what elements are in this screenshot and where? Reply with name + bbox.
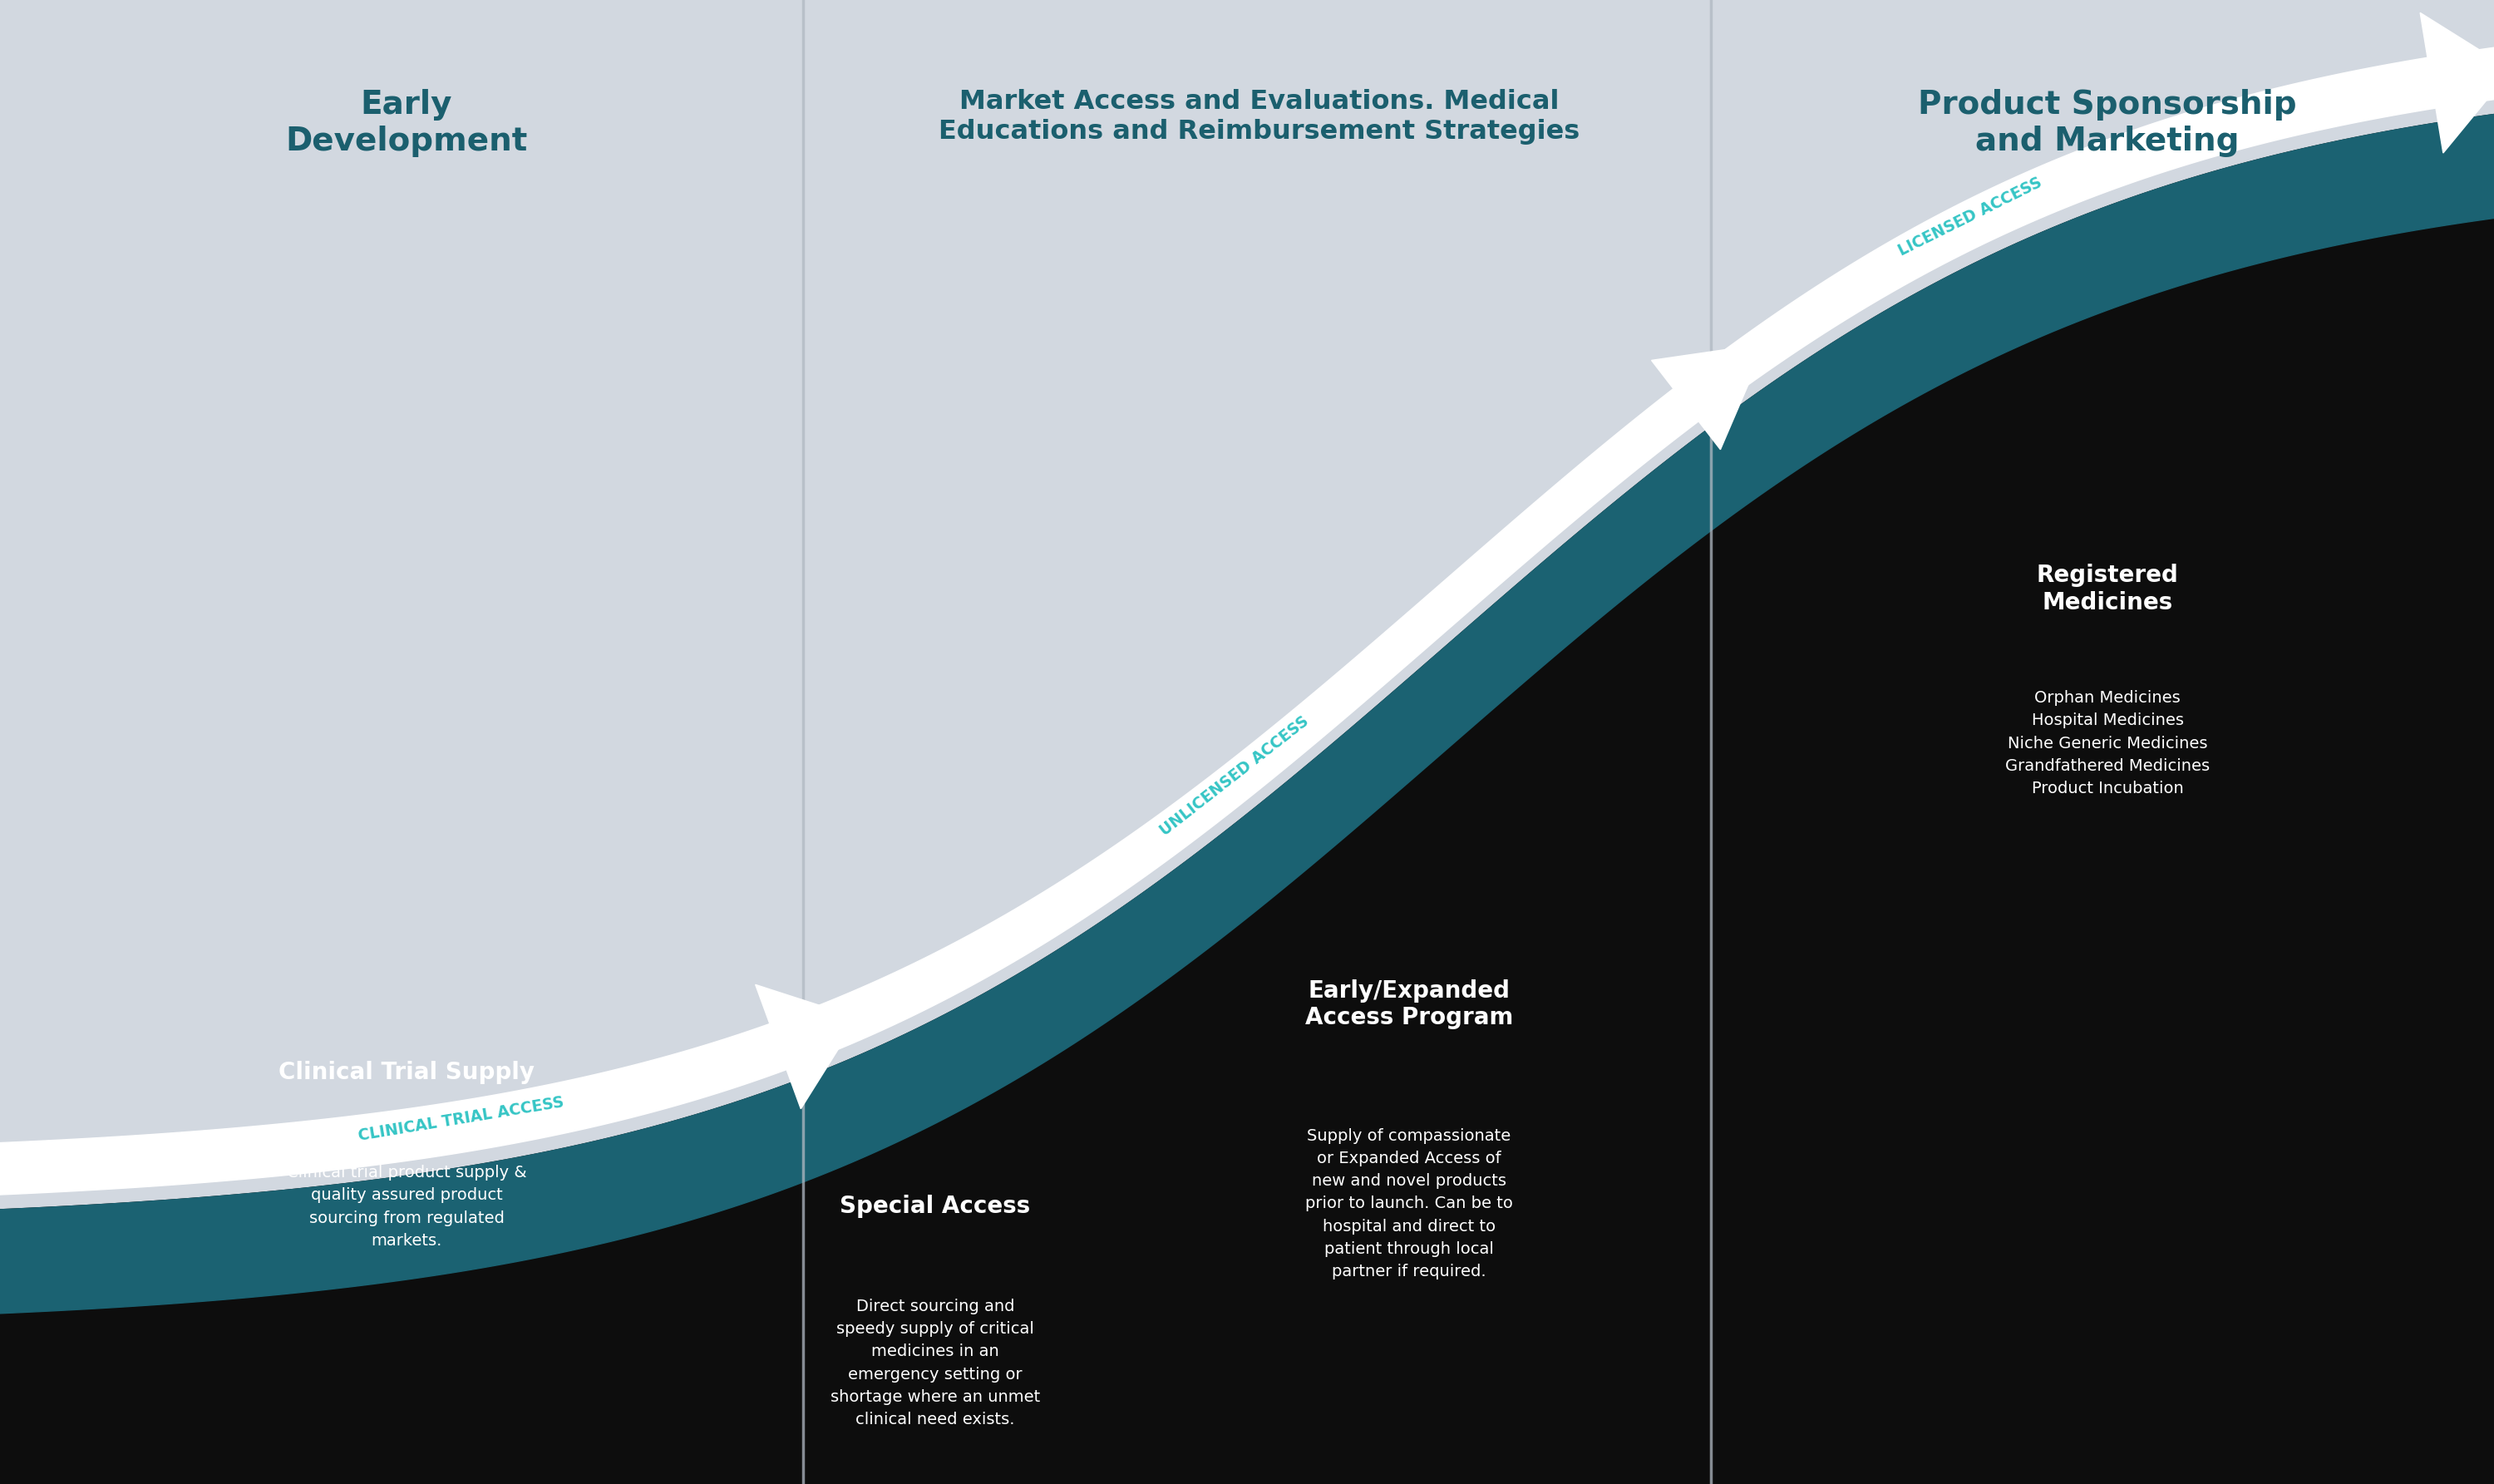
Text: Orphan Medicines
Hospital Medicines
Niche Generic Medicines
Grandfathered Medici: Orphan Medicines Hospital Medicines Nich… <box>2005 690 2210 797</box>
Text: Supply of compassionate
or Expanded Access of
new and novel products
prior to la: Supply of compassionate or Expanded Acce… <box>1304 1128 1514 1279</box>
Text: Early
Development: Early Development <box>284 89 529 157</box>
Text: Direct sourcing and
speedy supply of critical
medicines in an
emergency setting : Direct sourcing and speedy supply of cri… <box>831 1298 1040 1428</box>
Text: UNLICENSED ACCESS: UNLICENSED ACCESS <box>1157 712 1312 838</box>
Text: Product Sponsorship
and Marketing: Product Sponsorship and Marketing <box>1918 89 2297 157</box>
Text: Special Access: Special Access <box>840 1195 1030 1218</box>
Text: Early/Expanded
Access Program: Early/Expanded Access Program <box>1304 979 1514 1030</box>
Text: Market Access and Evaluations. Medical
Educations and Reimbursement Strategies: Market Access and Evaluations. Medical E… <box>938 89 1581 144</box>
Polygon shape <box>0 0 2494 1313</box>
Polygon shape <box>756 985 858 1109</box>
Text: LICENSED ACCESS: LICENSED ACCESS <box>1895 175 2045 260</box>
Polygon shape <box>0 47 2494 1195</box>
Text: Clinical Trial Supply: Clinical Trial Supply <box>279 1061 534 1085</box>
Text: Clinical trial product supply &
quality assured product
sourcing from regulated
: Clinical trial product supply & quality … <box>287 1165 526 1248</box>
Polygon shape <box>2419 13 2494 153</box>
Text: Registered
Medicines: Registered Medicines <box>2038 564 2177 614</box>
Polygon shape <box>0 114 2494 1313</box>
Text: CLINICAL TRIAL ACCESS: CLINICAL TRIAL ACCESS <box>357 1094 566 1144</box>
Polygon shape <box>1651 344 1766 450</box>
Polygon shape <box>0 114 2494 1484</box>
